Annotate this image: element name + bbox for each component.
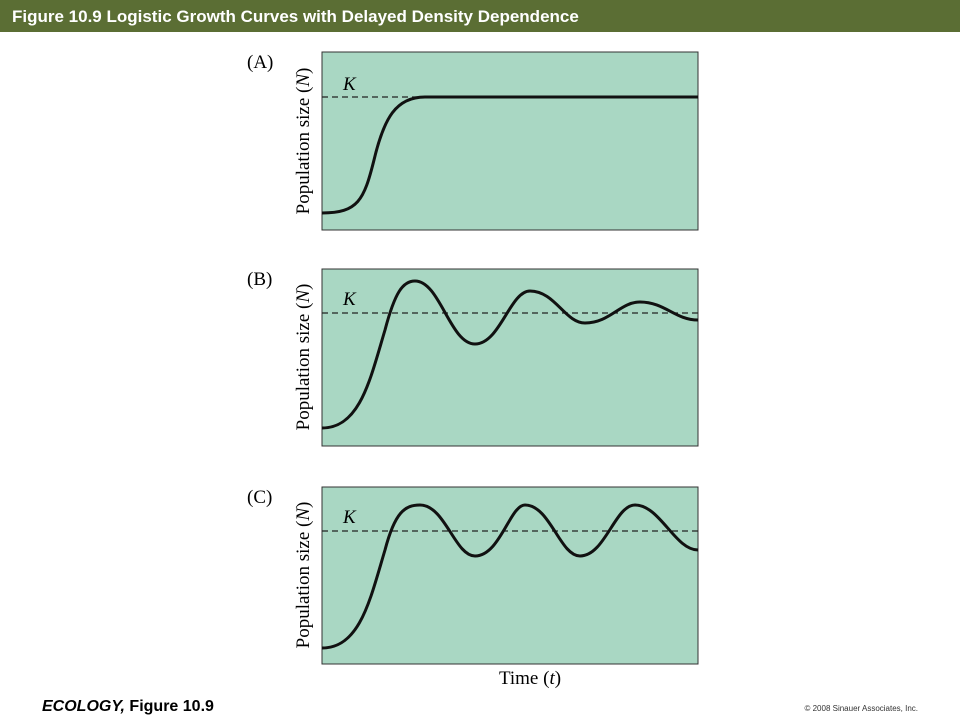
- y-label-var: N: [293, 73, 314, 88]
- y-axis-label: Population size (N): [293, 68, 314, 215]
- y-label-text: Population size (: [293, 521, 314, 649]
- header-bar: [0, 0, 960, 32]
- panel-a: (A) K Population size (N): [247, 51, 699, 231]
- plot-area: [321, 486, 699, 665]
- panel-label: (B): [247, 269, 272, 290]
- footer-figure: Figure 10.9: [125, 698, 214, 715]
- x-label-text: Time (: [499, 668, 550, 689]
- population-curve: [321, 503, 699, 650]
- y-label-text: ): [293, 68, 314, 74]
- footer-book: ECOLOGY,: [42, 698, 125, 715]
- k-label: K: [342, 74, 357, 95]
- panel-label: (A): [247, 52, 273, 73]
- footer-source: ECOLOGY, Figure 10.9: [42, 698, 214, 715]
- y-axis-label: Population size (N): [293, 502, 314, 649]
- panel-label: (C): [247, 487, 272, 508]
- panel-c: (C) K Population size (N): [247, 486, 699, 665]
- plot-area: [321, 268, 699, 447]
- x-label-text: ): [555, 668, 561, 689]
- k-label: K: [342, 289, 357, 310]
- x-axis-label: Time (t): [499, 668, 561, 689]
- x-label-var: t: [549, 668, 555, 689]
- y-label-text: Population size (: [293, 87, 314, 215]
- panel-b: (B) K Population size (N): [247, 268, 699, 447]
- population-curve: [321, 279, 699, 430]
- y-axis-label: Population size (N): [293, 284, 314, 431]
- footer-copyright: © 2008 Sinauer Associates, Inc.: [804, 704, 918, 713]
- y-label-var: N: [293, 289, 314, 304]
- population-curve: [321, 95, 698, 215]
- y-label-text: ): [293, 284, 314, 290]
- k-label: K: [342, 507, 357, 528]
- plot-area: [321, 51, 699, 231]
- y-label-text: Population size (: [293, 303, 314, 431]
- y-label-text: ): [293, 502, 314, 508]
- y-label-var: N: [293, 507, 314, 522]
- header-title: Figure 10.9 Logistic Growth Curves with …: [12, 7, 579, 26]
